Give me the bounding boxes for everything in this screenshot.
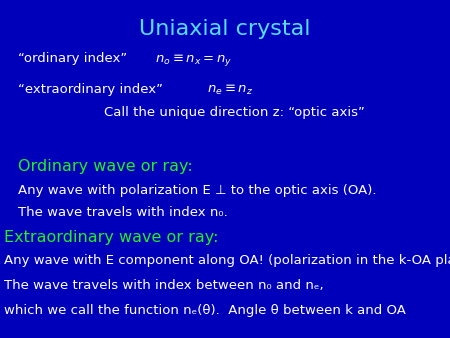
Text: Extraordinary wave or ray:: Extraordinary wave or ray:	[4, 230, 219, 245]
Text: which we call the function nₑ(θ).  Angle θ between k and OA: which we call the function nₑ(θ). Angle …	[4, 304, 406, 317]
Text: Uniaxial crystal: Uniaxial crystal	[139, 19, 311, 39]
Text: “extraordinary index”: “extraordinary index”	[18, 83, 163, 96]
Text: “ordinary index”: “ordinary index”	[18, 52, 127, 65]
Text: Call the unique direction z: “optic axis”: Call the unique direction z: “optic axis…	[104, 106, 365, 119]
Text: $n_o \equiv n_x = n_y$: $n_o \equiv n_x = n_y$	[155, 52, 232, 68]
Text: The wave travels with index between n₀ and nₑ,: The wave travels with index between n₀ a…	[4, 279, 324, 292]
Text: Ordinary wave or ray:: Ordinary wave or ray:	[18, 159, 193, 174]
Text: Any wave with polarization E ⊥ to the optic axis (OA).: Any wave with polarization E ⊥ to the op…	[18, 184, 377, 197]
Text: Any wave with E component along OA! (polarization in the k-OA plane): Any wave with E component along OA! (pol…	[4, 254, 450, 267]
Text: The wave travels with index n₀.: The wave travels with index n₀.	[18, 206, 228, 219]
Text: $n_e \equiv n_z$: $n_e \equiv n_z$	[207, 83, 253, 97]
